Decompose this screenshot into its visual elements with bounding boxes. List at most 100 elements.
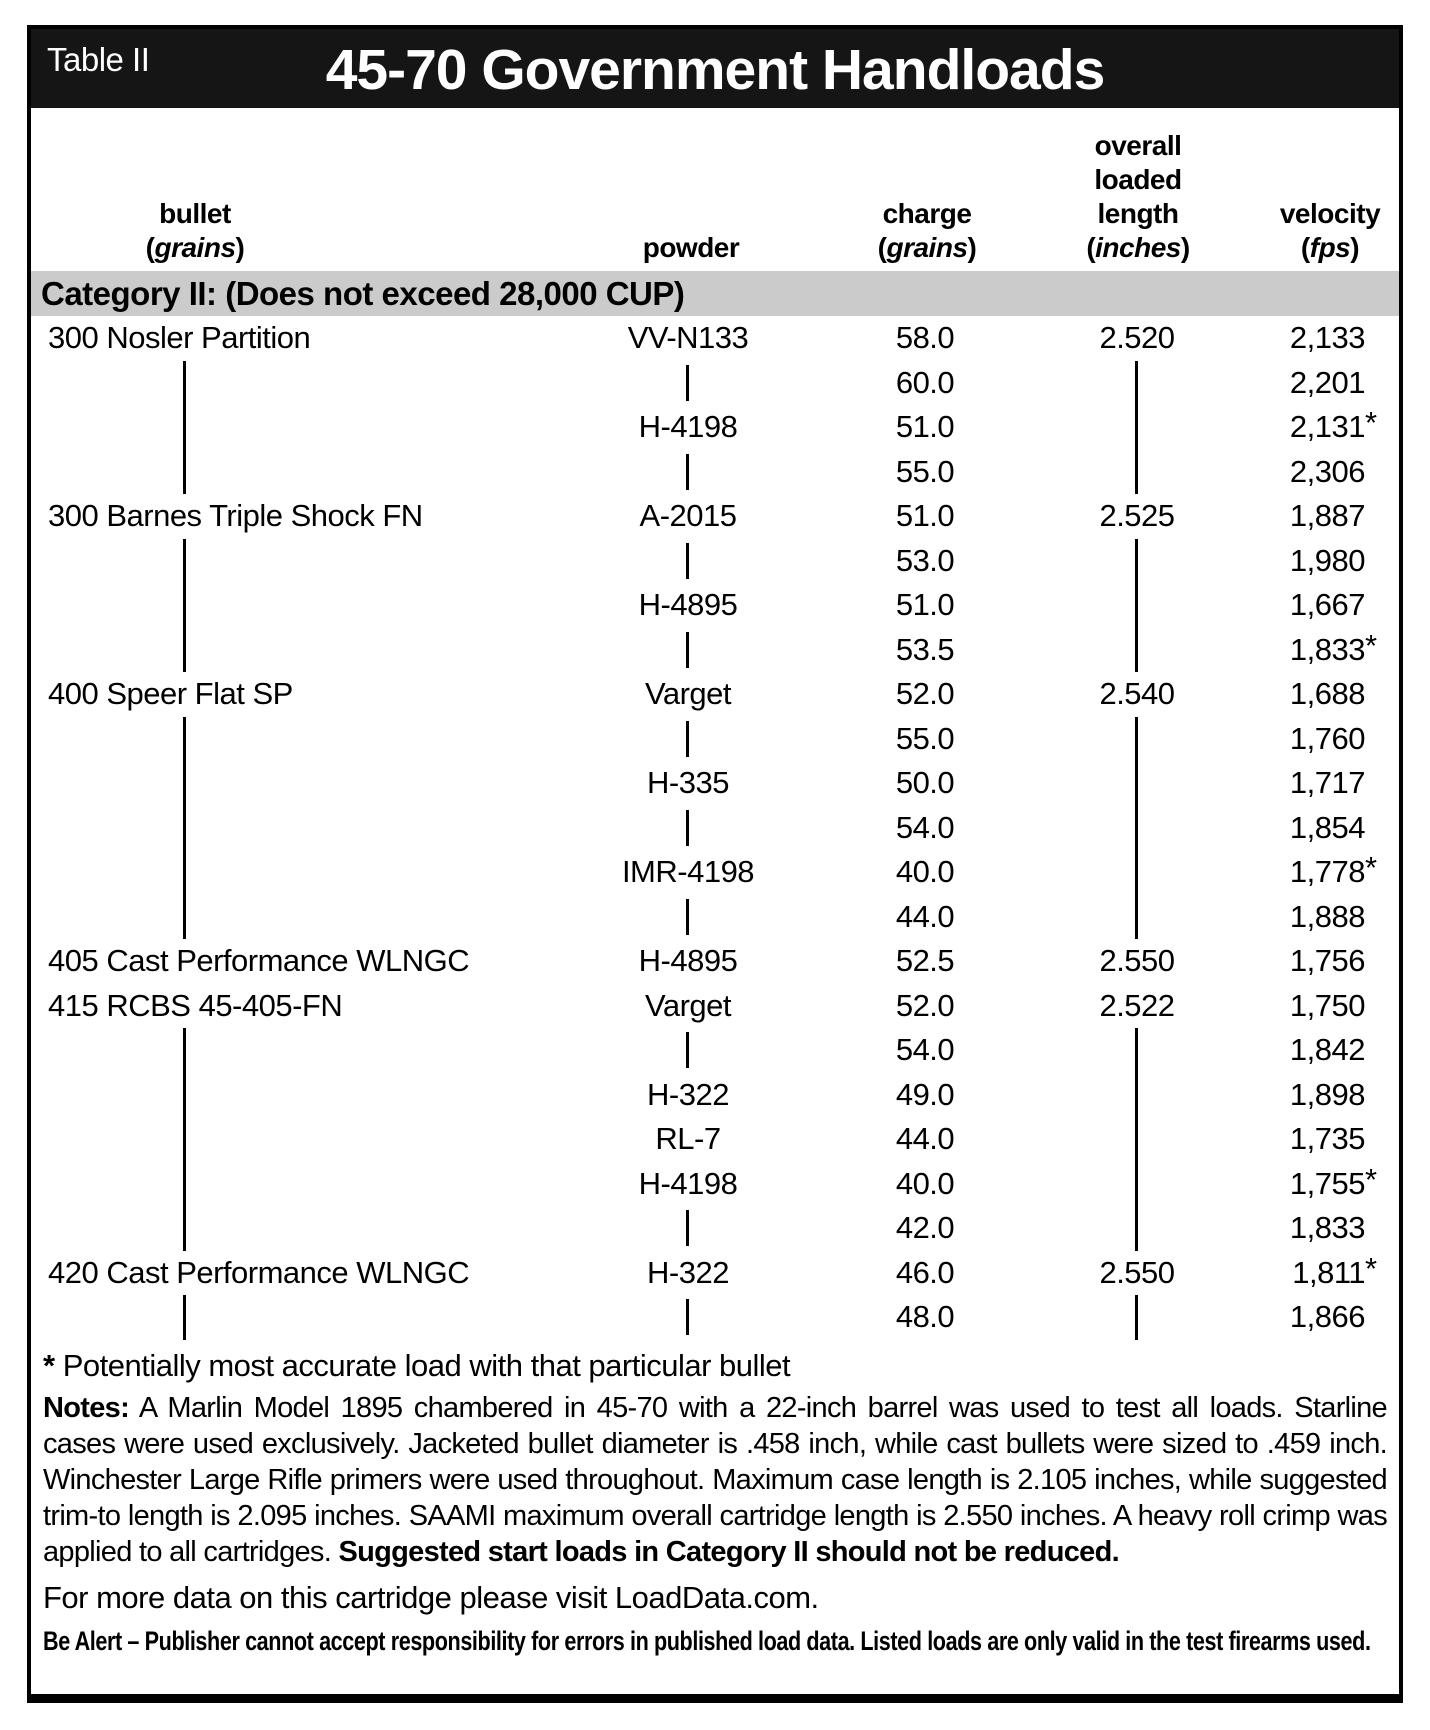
bullet-cell xyxy=(48,1206,528,1251)
velocity-value: 2,201 xyxy=(1289,364,1366,400)
ditto-mark xyxy=(686,809,689,846)
velocity-cell: 1,735 xyxy=(1165,1117,1366,1162)
velocity-value: 1,756 xyxy=(1289,943,1366,979)
column-header-line: (grains) xyxy=(877,232,977,263)
ditto-mark xyxy=(183,1161,186,1206)
table-row: 54.0 1,842 xyxy=(31,1028,1399,1073)
ditto-mark xyxy=(1135,1295,1138,1340)
ditto-mark xyxy=(686,453,689,490)
velocity-cell: 1,667 xyxy=(1165,583,1366,628)
velocity-cell: 1,833 * xyxy=(1165,627,1377,673)
table-row: RL-7 44.0 1,735 xyxy=(31,1117,1399,1162)
table-row: 405 Cast Performance WLNGC H-4895 52.5 2… xyxy=(31,939,1399,984)
ditto-mark xyxy=(183,583,186,628)
velocity-cell: 1,898 xyxy=(1165,1073,1366,1118)
charge-cell: 48.0 xyxy=(895,1299,955,1335)
table-row: 55.0 1,760 xyxy=(31,716,1399,762)
powder-cell: H-322 xyxy=(647,1076,729,1112)
charge-cell: 55.0 xyxy=(895,453,955,489)
table-rows: 300 Nosler Partition VV-N133 58.0 2.520 … xyxy=(31,316,1399,1340)
table-row: 60.0 2,201 xyxy=(31,360,1399,406)
velocity-value: 1,811 * xyxy=(1292,1250,1377,1290)
velocity-cell: 1,750 xyxy=(1165,984,1366,1029)
powder-cell: H-322 xyxy=(647,1254,729,1290)
ditto-mark xyxy=(686,898,689,935)
ditto-mark xyxy=(183,405,186,450)
table-row: IMR-4198 40.0 1,778 * xyxy=(31,850,1399,895)
velocity-value: 1,866 xyxy=(1289,1299,1366,1335)
charge-cell: 58.0 xyxy=(895,320,955,356)
column-header-line: charge xyxy=(882,198,972,229)
oal-cell: 2.525 xyxy=(1099,498,1175,534)
ditto-mark xyxy=(183,538,186,583)
column-header-line: (inches) xyxy=(1086,232,1190,263)
notes: Notes: A Marlin Model 1895 chambered in … xyxy=(43,1390,1388,1570)
velocity-cell: 2,131 * xyxy=(1165,405,1377,450)
charge-cell: 51.0 xyxy=(895,587,955,623)
powder-cell: H-4895 xyxy=(638,587,738,623)
velocity-value: 1,717 xyxy=(1289,765,1366,801)
table-row: 53.0 1,980 xyxy=(31,538,1399,584)
table-label: Table II xyxy=(47,41,150,78)
ditto-mark xyxy=(686,1032,689,1068)
handload-table: Table II 45-70 Government Handloads bull… xyxy=(27,25,1403,1703)
column-header-line: (fps) xyxy=(1300,232,1360,263)
table-row: 300 Nosler Partition VV-N133 58.0 2.520 … xyxy=(31,316,1399,361)
velocity-value: 1,888 xyxy=(1289,898,1366,934)
velocity-value: 1,854 xyxy=(1289,809,1366,845)
ditto-mark xyxy=(1135,716,1138,761)
velocity-cell: 2,201 xyxy=(1165,361,1366,406)
velocity-value: 1,898 xyxy=(1289,1076,1366,1112)
bullet-cell xyxy=(48,1073,528,1118)
velocity-value: 1,887 xyxy=(1289,498,1366,534)
powder-cell: A-2015 xyxy=(639,498,737,534)
velocity-value: 1,778 * xyxy=(1289,850,1377,890)
ditto-mark xyxy=(1135,1161,1138,1206)
table-title-bar: Table II 45-70 Government Handloads xyxy=(31,29,1399,108)
ditto-mark xyxy=(686,631,689,668)
bullet-cell xyxy=(48,717,528,762)
charge-cell: 55.0 xyxy=(895,720,955,756)
velocity-value: 1,735 xyxy=(1289,1121,1366,1157)
powder-cell: IMR-4198 xyxy=(621,854,755,890)
ditto-mark xyxy=(1135,449,1138,494)
powder-cell: H-4895 xyxy=(638,943,738,979)
velocity-value: 1,833 * xyxy=(1289,627,1377,667)
bullet-cell xyxy=(48,806,528,851)
velocity-value: 1,755 * xyxy=(1289,1161,1377,1201)
charge-cell: 52.0 xyxy=(895,676,955,712)
column-header-line: length xyxy=(1097,198,1180,229)
column-header-bullet: bullet (grains) xyxy=(70,197,320,265)
velocity-cell: 1,980 xyxy=(1165,539,1366,584)
bullet-cell: 300 Nosler Partition xyxy=(48,320,311,356)
more-data-note: For more data on this cartridge please v… xyxy=(43,1579,819,1615)
velocity-cell: 1,887 xyxy=(1165,494,1366,539)
velocity-cell: 1,755 * xyxy=(1165,1161,1377,1207)
velocity-cell: 1,778 * xyxy=(1165,850,1377,895)
bullet-cell xyxy=(48,450,528,495)
bullet-cell xyxy=(48,1117,528,1162)
oal-cell: 2.550 xyxy=(1099,1254,1175,1290)
footnote-text: Potentially most accurate load with that… xyxy=(62,1347,791,1383)
powder-cell: Varget xyxy=(644,987,732,1023)
charge-cell: 40.0 xyxy=(895,854,955,890)
ditto-mark xyxy=(1135,850,1138,895)
ditto-mark xyxy=(686,1299,689,1335)
charge-cell: 52.0 xyxy=(895,987,955,1023)
velocity-cell: 1,811 * xyxy=(1165,1250,1377,1296)
table-row: 53.5 1,833 * xyxy=(31,627,1399,673)
accuracy-asterisk: * xyxy=(1365,1161,1377,1197)
velocity-cell: 1,756 xyxy=(1165,939,1366,984)
bullet-cell: 420 Cast Performance WLNGC xyxy=(48,1254,470,1290)
accuracy-asterisk: * xyxy=(1365,405,1377,441)
velocity-cell: 1,760 xyxy=(1165,717,1366,762)
column-header-line: powder xyxy=(642,232,740,263)
oal-cell: 2.540 xyxy=(1099,676,1175,712)
table-title: 45-70 Government Handloads xyxy=(325,38,1106,102)
table-row: 420 Cast Performance WLNGC H-322 46.0 2.… xyxy=(31,1251,1399,1296)
velocity-value: 2,131 * xyxy=(1289,405,1377,445)
bullet-cell xyxy=(48,1295,528,1340)
ditto-mark xyxy=(183,1028,186,1073)
charge-cell: 51.0 xyxy=(895,409,955,445)
table-row: 48.0 1,866 xyxy=(31,1295,1399,1340)
